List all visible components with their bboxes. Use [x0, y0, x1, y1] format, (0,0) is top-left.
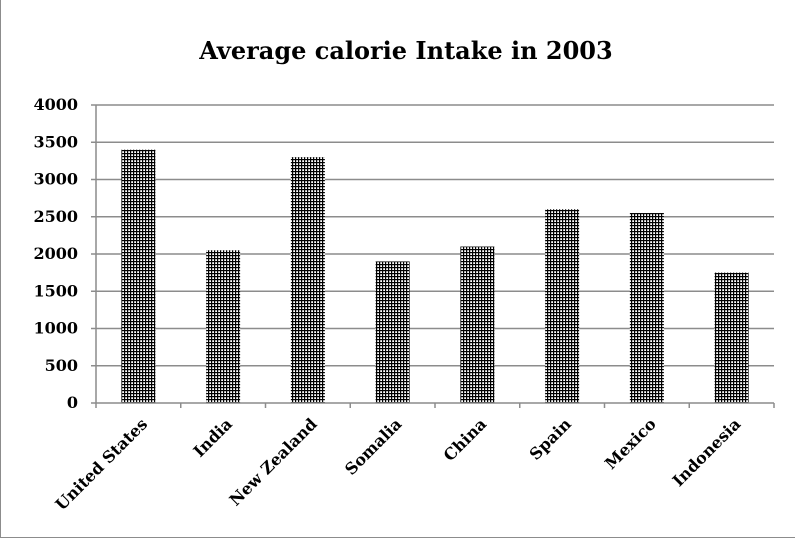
bar [714, 272, 749, 403]
bar [375, 261, 410, 403]
y-tick-label: 2500 [33, 207, 78, 226]
y-tick-label: 1500 [33, 281, 78, 300]
x-tick-label: India [189, 414, 235, 460]
gridlines [96, 104, 774, 367]
x-tick-label: China [440, 414, 491, 465]
x-tick-label: New Zealand [225, 414, 320, 509]
y-tick-label: 1000 [33, 319, 78, 338]
x-tick-label: United States [52, 414, 152, 514]
y-tick-label: 4000 [33, 95, 78, 114]
axes [95, 105, 775, 408]
y-axis-ticks: 0 500 1000 1500 2000 2500 3000 3500 4000 [33, 95, 96, 412]
y-tick-label: 0 [67, 393, 78, 412]
y-tick-label: 3000 [33, 170, 78, 189]
bar [545, 209, 580, 403]
y-tick-label: 3500 [33, 132, 78, 151]
chart-title: Average calorie Intake in 2003 [198, 36, 612, 65]
bar [629, 213, 664, 403]
y-tick-label: 2000 [33, 244, 78, 263]
x-tick-label: Somalia [341, 414, 405, 478]
x-tick-label: Mexico [601, 414, 660, 473]
x-tick-label: Spain [526, 414, 576, 464]
bar [290, 157, 325, 403]
bar [206, 250, 241, 403]
x-tick-label: Indonesia [669, 414, 745, 490]
bar [460, 246, 495, 403]
bar [121, 149, 156, 403]
bars [121, 149, 749, 403]
y-tick-label: 500 [45, 356, 78, 375]
